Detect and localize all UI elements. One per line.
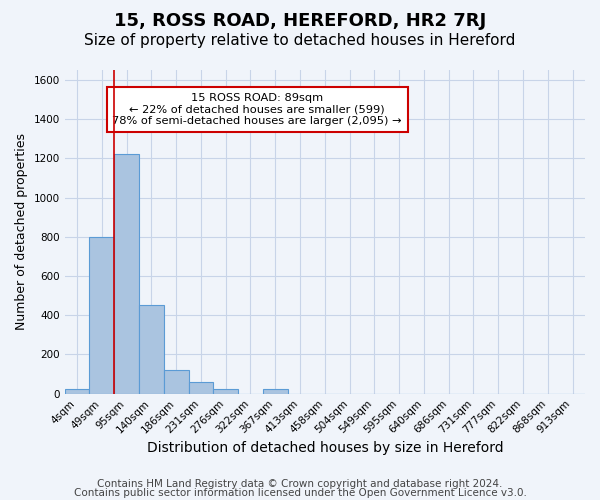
Text: 15, ROSS ROAD, HEREFORD, HR2 7RJ: 15, ROSS ROAD, HEREFORD, HR2 7RJ: [114, 12, 486, 30]
Text: 15 ROSS ROAD: 89sqm
← 22% of detached houses are smaller (599)
78% of semi-detac: 15 ROSS ROAD: 89sqm ← 22% of detached ho…: [112, 92, 402, 126]
Text: Contains public sector information licensed under the Open Government Licence v3: Contains public sector information licen…: [74, 488, 526, 498]
Bar: [139, 306, 164, 394]
Bar: [214, 389, 238, 394]
Bar: [114, 154, 139, 394]
X-axis label: Distribution of detached houses by size in Hereford: Distribution of detached houses by size …: [146, 441, 503, 455]
Text: Size of property relative to detached houses in Hereford: Size of property relative to detached ho…: [85, 32, 515, 48]
Bar: [188, 382, 214, 394]
Y-axis label: Number of detached properties: Number of detached properties: [15, 134, 28, 330]
Bar: [164, 370, 188, 394]
Bar: [89, 237, 114, 394]
Bar: [263, 389, 287, 394]
Bar: [65, 389, 89, 394]
Text: Contains HM Land Registry data © Crown copyright and database right 2024.: Contains HM Land Registry data © Crown c…: [97, 479, 503, 489]
